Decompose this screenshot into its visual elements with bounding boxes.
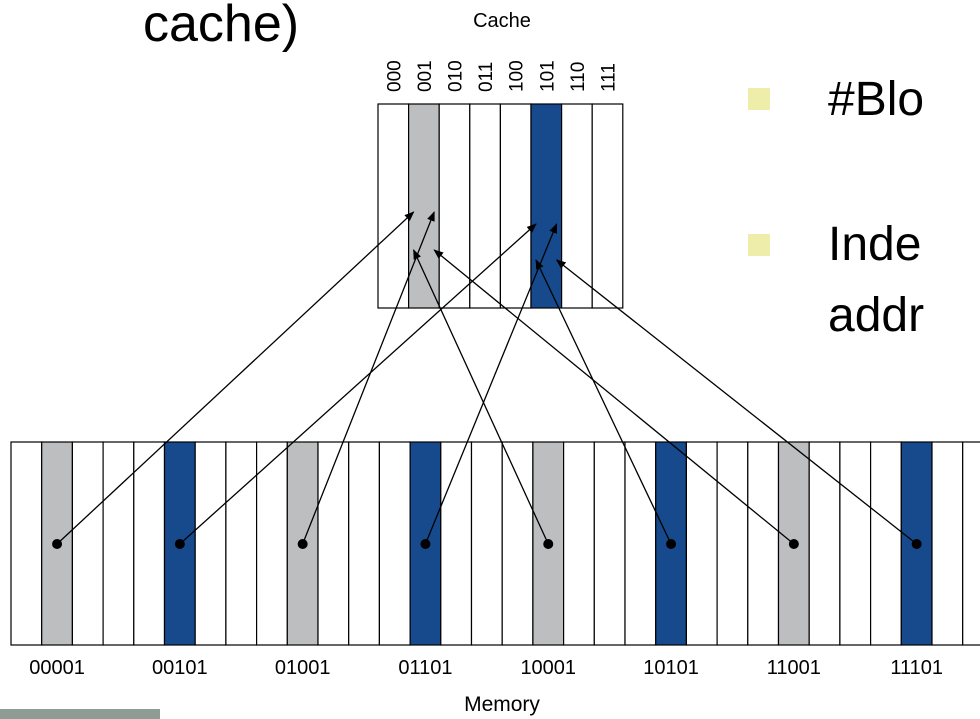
cache-cell (560, 103, 593, 309)
memory-block-dot (666, 539, 677, 549)
cache-index-label: 000 (384, 60, 405, 92)
mapping-arrow (555, 259, 918, 545)
cache-index-label: 010 (446, 60, 467, 92)
memory-block-label: 10001 (520, 657, 576, 679)
memory-block-label: 01101 (398, 657, 452, 679)
mapping-arrows (52, 211, 922, 549)
memory-cell (225, 441, 258, 646)
memory-cell (562, 441, 595, 646)
memory-cell (808, 441, 841, 646)
mapping-arrow (535, 259, 672, 545)
bullet-marker-2 (748, 234, 770, 256)
memory-cell (593, 441, 626, 646)
cache-cell (377, 103, 410, 309)
memory-cell (685, 441, 718, 646)
memory-block-label: 00101 (152, 657, 208, 679)
memory-block-dot (174, 539, 185, 549)
memory-block-dot (297, 539, 308, 549)
mapping-arrow (424, 223, 558, 545)
memory-cell (624, 441, 657, 646)
cache-index-label: 110 (568, 62, 589, 92)
bullet-text-2: Inde (828, 218, 922, 271)
memory-block-dot (911, 539, 922, 549)
cache-index-label: 100 (507, 60, 528, 92)
cache-cell (499, 103, 532, 309)
memory-cell (194, 441, 227, 646)
memory-block-labels: 00001 00101 01001 01101 10001 10101 11001 11101 (29, 657, 943, 679)
slide-title: cache) (143, 0, 300, 53)
memory-cell (102, 441, 135, 646)
mapping-arrow (302, 211, 435, 545)
memory-label: Memory (464, 693, 540, 716)
memory-block-dot (52, 539, 63, 549)
cache-label: Cache (473, 10, 531, 32)
memory-cell (317, 441, 350, 646)
memory-cell (716, 441, 749, 646)
memory-cell (839, 441, 872, 646)
memory-block-label: 10101 (643, 657, 699, 679)
memory-block-label: 00001 (29, 657, 85, 679)
cache-index-label: 001 (415, 60, 436, 92)
memory-cell (655, 441, 688, 646)
footer-bar (0, 709, 160, 719)
cache-cell (469, 103, 501, 309)
cache-index-label: 111 (599, 63, 620, 92)
cache-cell (438, 103, 471, 309)
bullet-text-1: #Blo (828, 73, 925, 126)
cache-index-label: 011 (476, 62, 497, 92)
memory-block-label: 01001 (275, 657, 331, 679)
memory-cell (532, 441, 565, 646)
bullet-marker-1 (748, 88, 770, 110)
mapping-arrow (413, 249, 549, 545)
memory-block-dot (543, 539, 554, 549)
memory-cell (501, 441, 534, 646)
cache-cell (530, 103, 563, 309)
cache-cell (408, 103, 440, 309)
memory-block-label: 11001 (767, 657, 821, 679)
memory-array (10, 441, 980, 646)
memory-cell (133, 441, 166, 646)
cache-index-labels: 000 001 010 011 100 101 110 111 (384, 60, 619, 92)
bullet-text-3: addr (828, 289, 925, 342)
memory-block-label: 11101 (890, 657, 943, 679)
memory-cell (348, 441, 381, 646)
memory-cell (869, 441, 902, 646)
mapping-arrow (433, 249, 795, 545)
memory-cell (10, 441, 43, 646)
memory-cell (71, 441, 104, 646)
memory-cell (256, 441, 288, 646)
memory-cell (962, 441, 980, 646)
memory-cell (931, 441, 964, 646)
memory-cell (378, 441, 411, 646)
cache-array (377, 103, 624, 309)
memory-block-dot (420, 539, 431, 549)
memory-cell (470, 441, 503, 646)
mapping-arrow (179, 223, 537, 545)
cache-cell (591, 103, 624, 309)
memory-cell (747, 441, 780, 646)
mapping-arrow (56, 211, 415, 545)
memory-block-dot (788, 539, 799, 549)
memory-cell (440, 441, 473, 646)
cache-index-label: 101 (537, 60, 558, 92)
